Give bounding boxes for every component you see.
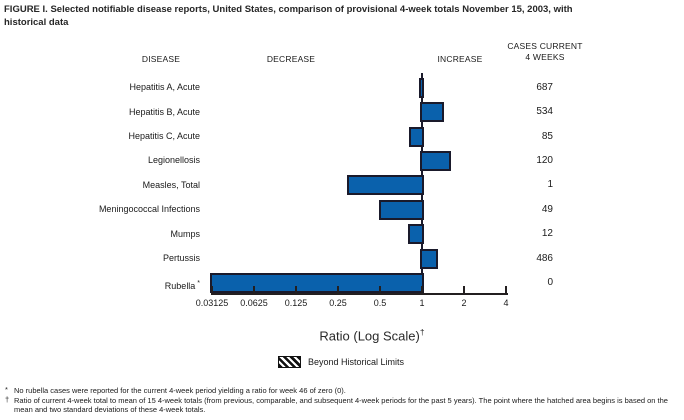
footnotes: * No rubella cases were reported for the… [5, 385, 681, 415]
footnote-marker-dagger: † [5, 394, 10, 404]
disease-label: Hepatitis B, Acute [128, 106, 200, 117]
column-header-cases: CASES CURRENT 4 WEEKS [507, 41, 582, 62]
axis-tick [379, 285, 381, 293]
cases-value: 486 [536, 252, 553, 264]
axis-tick [505, 285, 507, 293]
tick-label: 0.03125 [195, 298, 229, 308]
legend: Beyond Historical Limits [278, 355, 405, 368]
ratio-bar [420, 248, 438, 269]
ratio-bar [347, 175, 424, 196]
axis-tick [421, 285, 423, 293]
tick-label: 0.125 [284, 298, 308, 308]
column-header-decrease: DECREASE [266, 54, 316, 64]
tick-label: 1 [419, 298, 425, 308]
cases-value: 1 [547, 179, 553, 191]
cases-value: 12 [541, 228, 553, 240]
disease-label: Measles, Total [142, 179, 200, 190]
disease-label: Pertussis [162, 253, 200, 264]
ratio-bar [409, 126, 424, 147]
figure-title-line1: FIGURE I. Selected notifiable disease re… [4, 4, 573, 15]
figure-title: FIGURE I. Selected notifiable disease re… [4, 4, 682, 29]
axis-tick [337, 285, 339, 293]
cases-value: 120 [536, 154, 553, 166]
column-header-cases-line1: CASES CURRENT [507, 41, 583, 51]
column-header-cases-line2: 4 WEEKS [525, 51, 565, 62]
figure-title-line2: historical data [4, 16, 69, 28]
footnote-text-asterisk: No rubella cases were reported for the c… [14, 386, 346, 395]
cases-value: 85 [541, 130, 553, 142]
disease-label: Hepatitis A, Acute [129, 82, 200, 93]
x-axis-label-dagger: † [419, 327, 425, 337]
x-axis-line [211, 292, 508, 295]
hatched-swatch-icon [278, 355, 301, 368]
cases-value: 0 [547, 277, 553, 289]
disease-label: Legionellosis [147, 155, 200, 166]
x-axis-label: Ratio (Log Scale)† [319, 327, 424, 343]
tick-label: 0.5 [373, 298, 387, 308]
axis-tick [295, 285, 297, 293]
tick-label: 2 [461, 298, 467, 308]
ratio-bar [420, 102, 445, 123]
legend-label: Beyond Historical Limits [308, 356, 405, 367]
disease-footnote-marker: * [195, 279, 200, 287]
disease-label: Hepatitis C, Acute [128, 131, 200, 142]
disease-label: Rubella * [164, 279, 200, 291]
disease-label: Mumps [170, 228, 200, 239]
ratio-bar [419, 77, 424, 98]
footnote-marker-asterisk: * [5, 385, 8, 394]
tick-label: 4 [503, 298, 509, 308]
tick-label: 0.25 [329, 298, 347, 308]
cases-value: 49 [541, 203, 553, 215]
footnote-text-dagger: Ratio of current 4-week total to mean of… [14, 395, 668, 415]
axis-tick [463, 285, 465, 293]
ratio-bar [420, 150, 451, 171]
x-axis-label-text: Ratio (Log Scale) [319, 328, 420, 344]
ratio-bar [379, 199, 424, 220]
axis-tick [253, 285, 255, 293]
footnote-ratio: † Ratio of current 4-week total to mean … [5, 394, 681, 415]
axis-tick [211, 285, 213, 293]
ratio-bar [210, 273, 424, 294]
ratio-bar [407, 224, 424, 245]
cases-value: 534 [536, 106, 553, 118]
tick-label: 0.0625 [240, 298, 268, 308]
disease-label: Meningococcal Infections [98, 204, 200, 215]
column-header-disease: DISEASE [141, 54, 181, 64]
cases-value: 687 [536, 81, 553, 93]
column-header-increase: INCREASE [437, 54, 483, 64]
footnote-rubella: * No rubella cases were reported for the… [5, 385, 681, 396]
